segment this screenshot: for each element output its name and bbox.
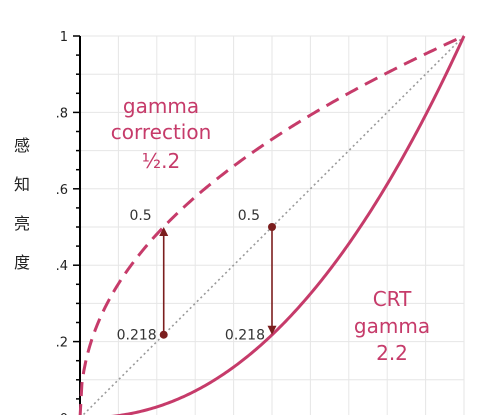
y-axis-label-char: 知 — [14, 175, 30, 194]
arrow-label-lower: 0.218 — [225, 328, 265, 344]
annotation-correction-line2: correction — [111, 120, 212, 144]
annotation-correction-line3: ½.2 — [142, 149, 180, 173]
annotation-crt-line2: gamma — [354, 314, 430, 338]
arrow-label-lower: 0.218 — [117, 328, 157, 344]
annotation-correction-line1: gamma — [123, 94, 199, 118]
y-tick-label: 0 — [60, 412, 68, 415]
arrow-label-upper: 0.5 — [238, 208, 260, 224]
arrow-group: 0.5 0.218 0.5 0.218 — [117, 208, 277, 344]
annotation-crt-line3: 2.2 — [376, 341, 408, 365]
y-tick-label: .4 — [56, 259, 68, 274]
series-line-dashed — [78, 34, 465, 415]
arrow-origin-dot — [159, 330, 168, 339]
y-tick-label: .6 — [56, 183, 68, 198]
grid — [80, 35, 465, 415]
y-axis: 1 .8 .6 .4 .2 0 — [56, 30, 81, 415]
arrow-head — [267, 325, 277, 335]
y-axis-label-char: 感 — [14, 136, 30, 155]
y-axis-label-char: 亮 — [14, 214, 30, 233]
y-tick-label: .8 — [56, 106, 68, 121]
annotation-crt-line1: CRT — [373, 287, 412, 311]
y-axis-label-char: 度 — [14, 253, 30, 272]
y-tick-label: 1 — [60, 30, 68, 45]
arrow-head — [159, 227, 169, 236]
arrow-origin-dot — [268, 223, 276, 231]
y-tick-label: .2 — [56, 336, 68, 351]
series-line-solid — [110, 35, 466, 415]
arrow-label-upper: 0.5 — [129, 208, 151, 224]
